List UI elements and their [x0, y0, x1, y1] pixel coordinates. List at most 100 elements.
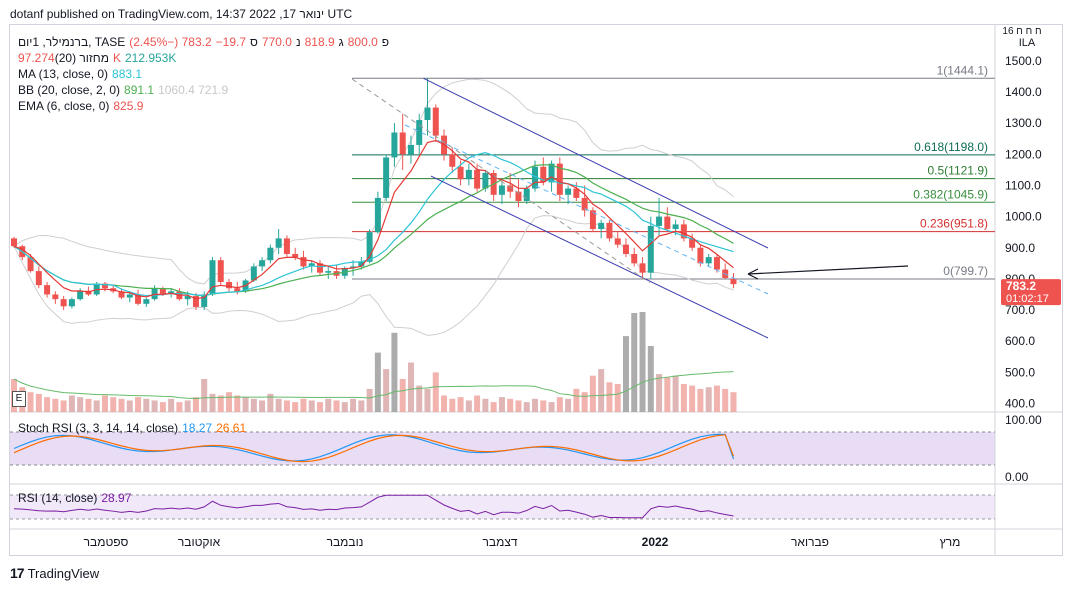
- volume-bar: [664, 377, 671, 412]
- symbol-label[interactable]: ברנמילר, 1יום, TASE: [18, 35, 126, 49]
- legend-ema[interactable]: EMA (6, close, 0) 825.9: [18, 99, 144, 113]
- earnings-badge[interactable]: E: [12, 391, 26, 407]
- volume-bar: [52, 398, 59, 412]
- volume-bar: [118, 398, 125, 412]
- footer-brand[interactable]: 17 TradingView: [10, 565, 99, 581]
- volume-bar: [383, 369, 390, 412]
- candle-body: [614, 238, 621, 245]
- volume-bar: [35, 393, 42, 412]
- tradingview-logo-icon: 17: [10, 565, 25, 581]
- candle-body: [283, 238, 290, 254]
- channel-mid-line: [404, 124, 769, 295]
- countdown-label: 01:02:17: [1006, 293, 1049, 305]
- stoch-band: [10, 432, 995, 465]
- legend-main[interactable]: ברנמילר, 1יום, TASE פ800.0ג818.9נ770.0ס78…: [18, 35, 390, 49]
- candle-body: [143, 299, 150, 304]
- volume-bar: [101, 395, 108, 412]
- volume-bar: [68, 395, 75, 412]
- volume-bar: [259, 400, 266, 412]
- candle-body: [11, 238, 17, 247]
- price-tick: 500.0: [1005, 365, 1035, 379]
- open-value: 800.0: [347, 35, 378, 49]
- price-tick: 400.0: [1005, 397, 1035, 411]
- published-caption: dotanf published on TradingView.com, 14:…: [10, 7, 353, 21]
- candle-body: [217, 260, 224, 283]
- chart-frame: [9, 24, 1063, 556]
- volume-bar: [176, 402, 183, 412]
- volume-bar: [656, 374, 663, 412]
- volume-bar: [556, 397, 563, 412]
- volume-bar: [689, 385, 696, 412]
- price-tick: 1000.0: [1005, 210, 1042, 224]
- volume-bar: [573, 388, 580, 412]
- volume-bar: [358, 400, 365, 412]
- legend-volume[interactable]: מחזור (20)97.274K 212.953K: [18, 51, 177, 65]
- fib-label-3: 0.382(1045.9): [913, 187, 988, 201]
- arrow-line: [747, 265, 909, 275]
- arrow-head-icon: [747, 268, 759, 280]
- candle-body: [168, 291, 175, 294]
- volume-bar: [532, 398, 539, 412]
- volume-bar: [44, 397, 51, 412]
- fib-label-1: 0.618(1198.0): [914, 140, 988, 154]
- candle-body: [631, 253, 638, 264]
- channel-lower-line: [430, 175, 769, 339]
- candle-body: [589, 210, 596, 230]
- volume-bar: [507, 398, 514, 412]
- candle-body: [27, 257, 34, 272]
- volume-bar: [159, 402, 166, 412]
- legend-ma[interactable]: MA (13, close, 0) 883.1: [18, 67, 143, 81]
- volume-bar: [713, 385, 720, 412]
- candle-body: [391, 132, 398, 158]
- volume-bar: [565, 398, 572, 412]
- volume-bar: [250, 398, 257, 412]
- candle-body: [135, 294, 142, 304]
- candle-body: [350, 266, 357, 268]
- volume-bar: [614, 383, 621, 412]
- candle-body: [85, 290, 92, 295]
- candle-body: [689, 238, 696, 248]
- candle-body: [556, 163, 563, 195]
- candle-body: [656, 216, 663, 226]
- candle-body: [697, 247, 704, 264]
- volume-bar: [523, 402, 530, 412]
- volume-bar: [184, 400, 191, 412]
- candle-body: [465, 169, 472, 180]
- volume-bar: [234, 395, 241, 412]
- volume-bar: [366, 388, 373, 412]
- candle-body: [432, 107, 439, 136]
- volume-bar: [622, 336, 629, 412]
- volume-bar: [722, 388, 729, 412]
- fib-label-4: 0.236(951.8): [920, 217, 988, 231]
- volume-bar: [110, 397, 117, 412]
- volume-bar: [275, 398, 282, 412]
- bb-lower-line: [13, 215, 734, 336]
- candle-body: [308, 263, 315, 267]
- legend-rsi[interactable]: RSI (14, close) 28.97: [18, 491, 132, 505]
- price-tick: 1400.0: [1005, 85, 1042, 99]
- candle-body: [77, 290, 84, 300]
- volume-bar: [143, 398, 150, 412]
- volume-bar: [27, 392, 34, 412]
- candle-body: [606, 222, 613, 239]
- candle-body: [548, 163, 555, 183]
- volume-bar: [93, 400, 100, 412]
- volume-bar: [465, 400, 472, 412]
- bb-upper-line: [13, 78, 734, 285]
- candle-body: [234, 288, 241, 292]
- legend-stoch[interactable]: Stoch RSI (3, 3, 14, 14, close) 18.27 26.6…: [18, 421, 247, 435]
- volume-bar: [217, 395, 224, 412]
- legend-bb[interactable]: BB (20, close, 2, 0) 891.1 1060.4 721.9: [18, 83, 229, 97]
- channel-upper-line: [423, 77, 769, 249]
- time-label: 2022: [642, 535, 669, 549]
- candle-body: [532, 166, 539, 189]
- volume-bar: [168, 398, 175, 412]
- candle-body: [507, 185, 514, 192]
- candle-body: [292, 253, 299, 258]
- volume-bar: [267, 393, 274, 412]
- candle-body: [622, 244, 629, 254]
- volume-bar: [226, 392, 233, 412]
- candle-body: [209, 260, 216, 295]
- volume-bar: [490, 402, 497, 412]
